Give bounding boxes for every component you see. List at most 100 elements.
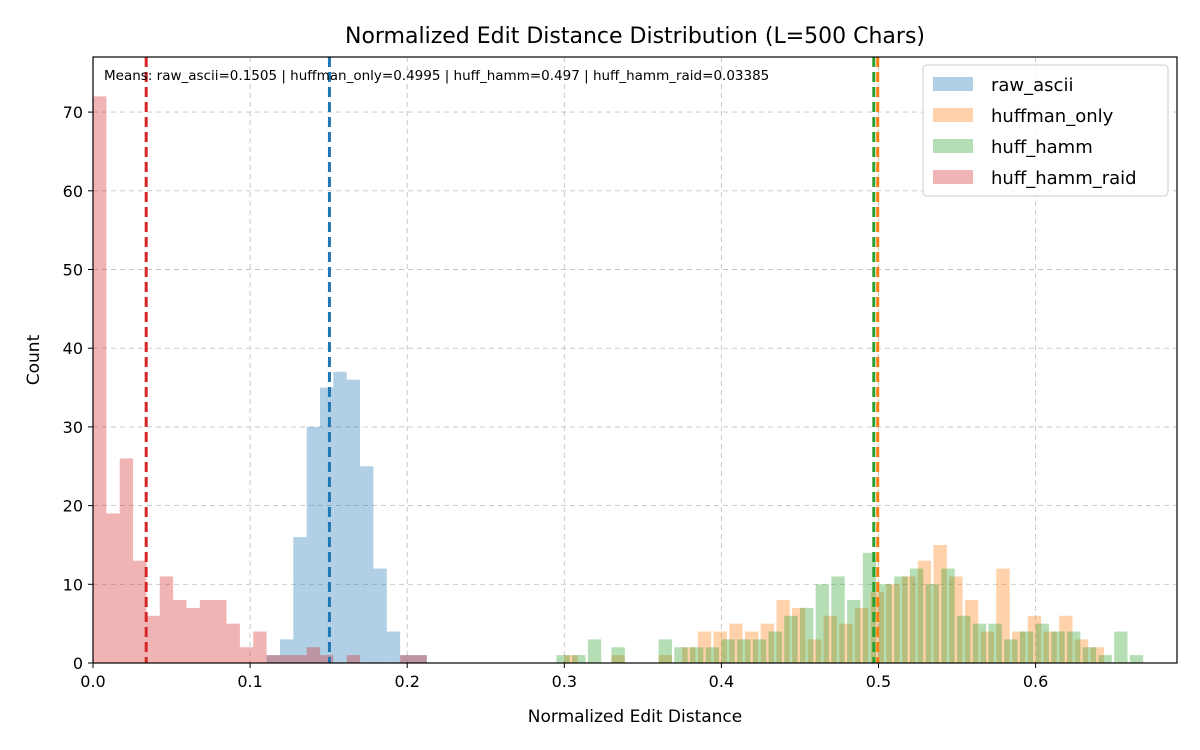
x-tick-label: 0.5 — [866, 672, 891, 691]
y-tick-label: 30 — [63, 418, 83, 437]
histogram-bar — [996, 568, 1010, 663]
histogram-bar — [320, 387, 334, 663]
histogram-bar — [93, 96, 107, 663]
y-tick-label: 50 — [63, 260, 83, 279]
histogram-bar — [721, 639, 735, 663]
histogram-bar — [909, 568, 924, 663]
legend-label: huffman_only — [991, 106, 1114, 127]
histogram-bar — [729, 623, 743, 663]
histogram-bar — [823, 615, 837, 663]
histogram-bar — [1059, 615, 1073, 663]
means-annotation: Means: raw_ascii=0.1505 | huffman_only=0… — [104, 68, 769, 84]
histogram-bar — [1004, 639, 1018, 663]
x-tick-label: 0.6 — [1023, 672, 1048, 691]
histogram-bar — [173, 600, 187, 663]
series-huff-hamm-raid — [93, 96, 427, 663]
histogram-bar — [831, 576, 845, 663]
x-tick-label: 0.1 — [237, 672, 262, 691]
histogram-bar — [988, 623, 1002, 663]
histogram-bar — [1051, 631, 1065, 663]
histogram-bars — [93, 96, 1144, 663]
histogram-bar — [957, 615, 971, 663]
histogram-bar — [658, 639, 672, 663]
histogram-bar — [705, 647, 720, 663]
histogram-bar — [564, 655, 578, 663]
histogram-bar — [682, 647, 696, 663]
histogram-bar — [279, 655, 294, 663]
histogram-bar — [697, 631, 712, 663]
histogram-bar — [266, 655, 280, 663]
histogram-bar — [146, 615, 160, 663]
histogram-bar — [320, 655, 334, 663]
histogram-bar — [226, 623, 240, 663]
histogram-bar — [373, 568, 387, 663]
legend-swatch — [933, 170, 973, 184]
histogram-bar — [1114, 631, 1128, 663]
histogram-bar — [744, 631, 759, 663]
y-tick-label: 60 — [63, 182, 83, 201]
histogram-bar — [556, 655, 570, 663]
y-tick-label: 0 — [73, 654, 83, 673]
legend: raw_ascii huffman_only huff_hamm huff_hamm_… — [922, 64, 1169, 197]
histogram-bar — [1027, 615, 1042, 663]
histogram-bar — [792, 607, 806, 663]
plot-frame — [92, 56, 1178, 664]
legend-box — [922, 64, 1169, 197]
histogram-bar — [752, 639, 767, 663]
histogram-bar — [1035, 623, 1049, 663]
histogram-bar — [760, 623, 775, 663]
histogram-bar — [400, 655, 414, 663]
y-axis-label: Count — [24, 334, 44, 385]
y-axis-ticks: 0 10 20 30 40 50 60 70 — [63, 103, 93, 673]
histogram-bar — [253, 631, 267, 663]
histogram-bar — [1012, 631, 1026, 663]
y-tick-label: 70 — [63, 103, 83, 122]
histogram-bar — [159, 576, 174, 663]
histogram-bar — [1098, 655, 1112, 663]
legend-swatch — [933, 139, 973, 153]
series-huffman-only — [564, 544, 1104, 663]
histogram-bar — [611, 655, 625, 663]
histogram-bar — [293, 537, 307, 663]
histogram-bar — [572, 655, 586, 663]
histogram-bar — [964, 600, 979, 663]
x-tick-label: 0.4 — [709, 672, 734, 691]
histogram-bar — [306, 426, 321, 663]
legend-label: huff_hamm — [991, 137, 1093, 158]
histogram-bar — [133, 560, 147, 663]
histogram-bar — [784, 615, 798, 663]
histogram-bar — [839, 623, 853, 663]
x-axis-ticks: 0.0 0.1 0.2 0.3 0.4 0.5 0.6 — [80, 663, 1048, 691]
histogram-bar — [949, 576, 963, 663]
histogram-bar — [674, 647, 688, 663]
histogram-bar — [815, 584, 830, 663]
histogram-bar — [213, 600, 227, 663]
histogram-bar — [279, 639, 294, 663]
legend-label: raw_ascii — [991, 75, 1073, 96]
histogram-bar — [1090, 647, 1104, 663]
histogram-bar — [902, 576, 916, 663]
histogram-bar — [106, 513, 120, 663]
histogram-bar — [917, 560, 932, 663]
histogram-bar — [799, 607, 814, 663]
histogram-bar — [1043, 631, 1057, 663]
histogram-bar — [119, 458, 134, 663]
chart-title: Normalized Edit Distance Distribution (L… — [345, 24, 925, 49]
histogram-bar — [346, 655, 361, 663]
histogram-bar — [386, 631, 401, 663]
histogram-bar — [854, 607, 869, 663]
histogram-bar — [1019, 631, 1034, 663]
x-tick-label: 0.2 — [394, 672, 419, 691]
x-tick-label: 0.3 — [552, 672, 577, 691]
histogram-bar — [1129, 655, 1144, 663]
histogram-bar — [847, 600, 861, 663]
histogram-bar — [346, 379, 361, 663]
histogram-bar — [186, 607, 200, 663]
x-axis-label: Normalized Edit Distance — [528, 707, 742, 727]
legend-swatch — [933, 108, 973, 122]
histogram-bar — [972, 623, 987, 663]
histogram-bar — [689, 647, 704, 663]
histogram-bar — [413, 655, 427, 663]
legend-swatch — [933, 77, 973, 91]
